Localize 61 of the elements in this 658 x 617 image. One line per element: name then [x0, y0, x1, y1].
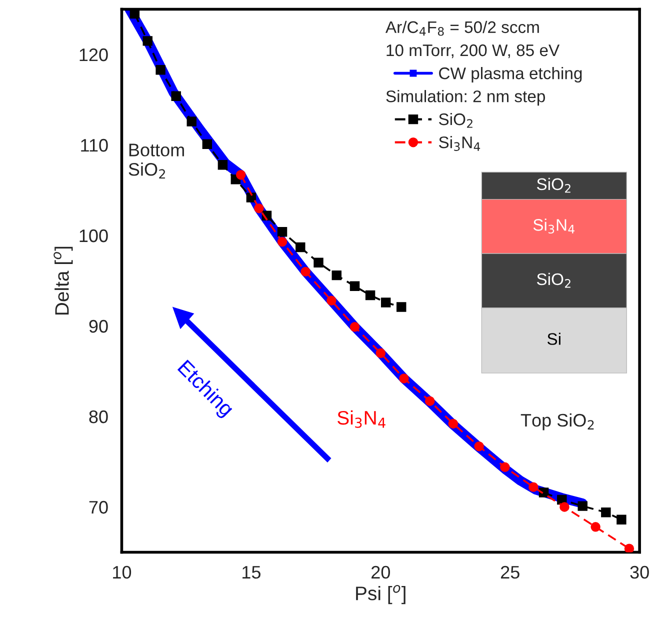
point: [590, 522, 600, 532]
point: [277, 227, 288, 237]
y-tick-label: 100: [80, 229, 108, 242]
point: [218, 160, 228, 170]
annotation: Si$_{3}$N$_{4}$: [533, 218, 574, 234]
point: [202, 139, 212, 149]
point: [171, 91, 181, 101]
point: [380, 298, 391, 308]
point: [332, 270, 342, 280]
point: [246, 192, 256, 202]
legend-label: Si$_{3}$N$_{4}$: [438, 136, 480, 151]
point: [500, 462, 510, 472]
point: [254, 203, 264, 214]
point: [365, 290, 376, 300]
point: [236, 170, 246, 180]
y-axis-title: Delta [$^{o}$]: [54, 246, 73, 315]
legend-label: CW plasma etching: [439, 66, 582, 83]
point: [578, 501, 588, 511]
y-tick-label: 110: [81, 138, 108, 152]
point: [142, 36, 152, 46]
point: [130, 9, 140, 19]
x-tick-label: 30: [630, 566, 649, 579]
point: [601, 508, 611, 518]
point: [300, 266, 310, 277]
point: [156, 65, 166, 75]
annotation: Top SiO$_{2}$: [520, 413, 594, 430]
point: [399, 374, 409, 384]
point: [616, 514, 626, 524]
legend-label: SiO$_{2}$: [438, 112, 472, 128]
x-tick-label: 20: [372, 566, 390, 579]
point: [448, 418, 458, 429]
point: [277, 236, 288, 247]
point: [624, 544, 634, 552]
point: [186, 116, 196, 126]
point: [376, 348, 386, 358]
point: [424, 396, 435, 406]
point: [296, 242, 306, 252]
point: [350, 322, 360, 332]
point: [326, 296, 336, 306]
point: [396, 302, 406, 312]
annotation: Si: [547, 332, 560, 345]
x-tick-label: 25: [500, 566, 520, 579]
point: [528, 482, 538, 492]
annotation: 10 mTorr, 200 W, 85 eV: [386, 44, 560, 58]
y-tick-label: 70: [89, 500, 108, 514]
annotation: Bottom SiO$_{2}$: [128, 144, 184, 179]
x-tick-label: 15: [242, 566, 260, 579]
point: [314, 258, 324, 268]
annotation: Simulation: 2 nm step: [386, 90, 546, 106]
y-tick-label: 90: [89, 320, 108, 333]
point: [560, 502, 570, 512]
annotation: SiO$_{2}$: [536, 178, 570, 193]
x-tick-label: 10: [113, 566, 132, 579]
x-axis-title: Psi [$^{o}$]: [356, 585, 406, 604]
point: [474, 441, 484, 452]
y-tick-label: 80: [89, 410, 108, 424]
annotation: SiO$_{2}$: [536, 272, 570, 288]
y-tick-label: 120: [80, 48, 108, 62]
annotation: Ar/C$_{4}$F$_{8}$ = 50/2 sccm: [385, 20, 539, 36]
point: [350, 281, 360, 292]
annotation: Si$_{3}$N$_{4}$: [338, 410, 386, 428]
